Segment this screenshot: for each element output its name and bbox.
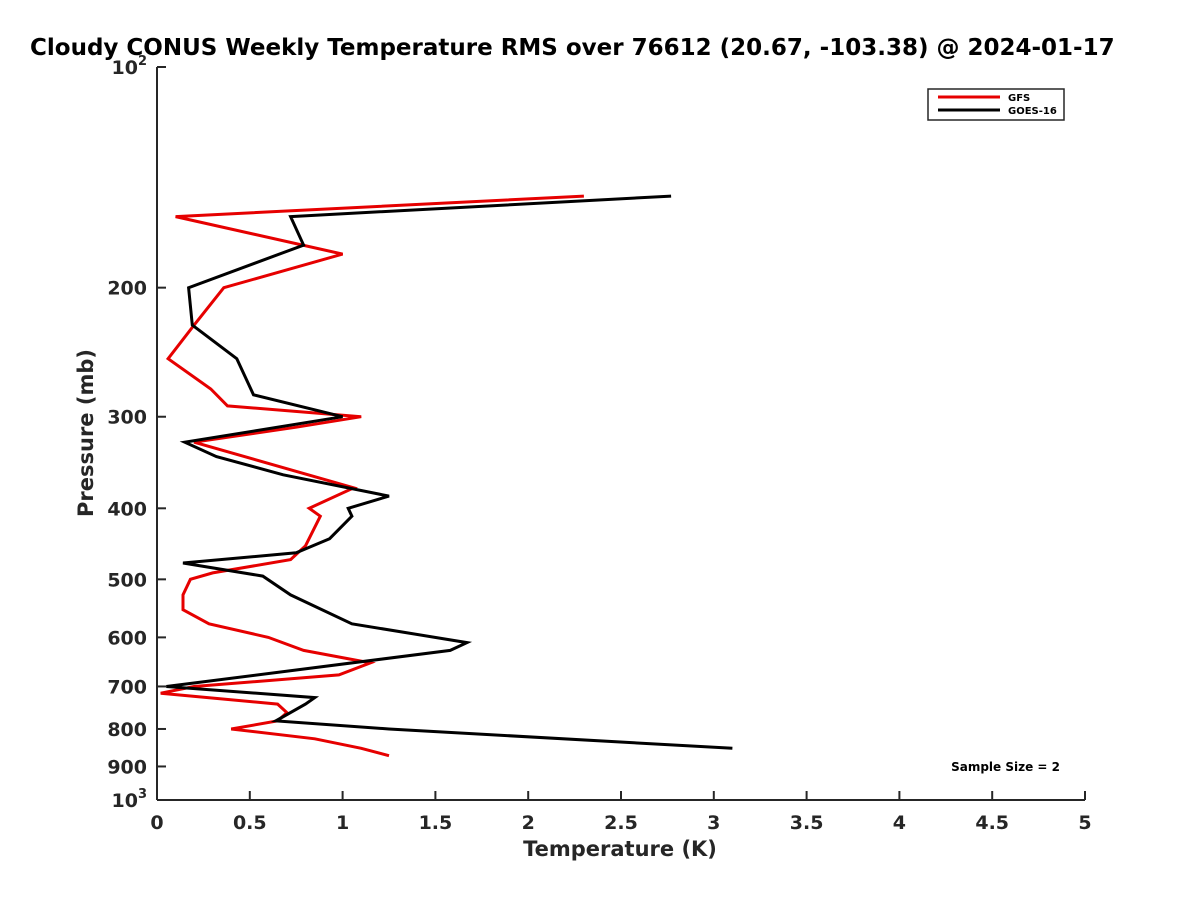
series-layer [160, 194, 733, 758]
legend-label-gfs: GFS [1008, 93, 1030, 104]
x-tick-label: 2 [522, 812, 535, 834]
x-tick-label: 0 [150, 812, 163, 834]
y-axis-label: Pressure (mb) [74, 349, 98, 517]
y-tick-label: 600 [107, 627, 147, 649]
x-tick-label: 2.5 [604, 812, 638, 834]
axes: 0 0.5 1 1.5 2 2.5 3 3.5 4 4.5 5 102 200 300 400 500 600 7… [107, 54, 1091, 834]
y-tick-label: 102 [112, 54, 148, 79]
legend-label-goes-16: GOES-16 [1008, 106, 1057, 117]
chart-title: Cloudy CONUS Weekly Temperature RMS over… [30, 35, 1115, 61]
x-axis-label: Temperature (K) [523, 837, 717, 861]
series-line-goes-16 [166, 194, 733, 750]
x-tick-label: 5 [1078, 812, 1091, 834]
x-tick-label: 1 [336, 812, 349, 834]
y-tick-label: 500 [107, 569, 147, 591]
y-tick-label: 700 [107, 676, 147, 698]
x-tick-label: 0.5 [233, 812, 267, 834]
y-tick-label: 103 [112, 787, 148, 812]
y-tick-label: 300 [107, 407, 147, 429]
x-tick-label: 3.5 [790, 812, 824, 834]
x-tick-label: 1.5 [419, 812, 453, 834]
legend-box [927, 88, 1065, 121]
y-tick-label: 800 [107, 719, 147, 741]
y-tick-label: 900 [107, 756, 147, 778]
y-tick-label: 200 [107, 278, 147, 300]
x-tick-label: 4.5 [975, 812, 1009, 834]
y-tick-label: 400 [107, 498, 147, 520]
x-tick-label: 4 [893, 812, 906, 834]
sample-size-annotation: Sample Size = 2 [951, 760, 1060, 774]
legend: GFS GOES-16 [927, 88, 1065, 121]
series-line-gfs [160, 194, 584, 758]
x-tick-label: 3 [707, 812, 720, 834]
